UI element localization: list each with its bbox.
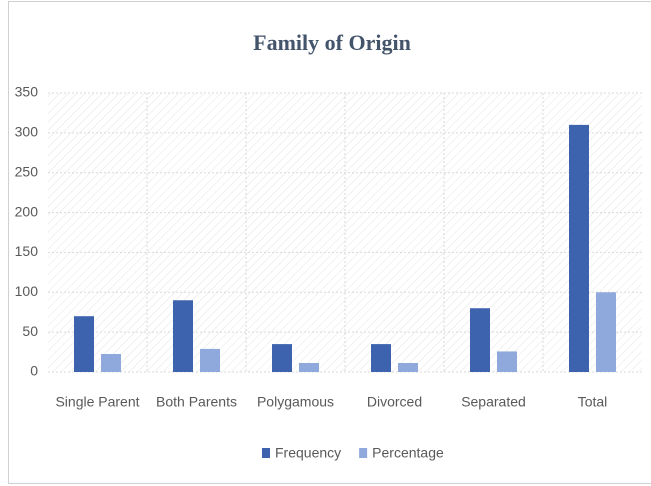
legend-swatch: [262, 448, 270, 458]
bar: [200, 348, 220, 372]
bar: [470, 308, 490, 372]
y-tick-label: 150: [15, 243, 39, 259]
bar: [173, 300, 193, 372]
y-tick-label: 0: [30, 363, 38, 379]
x-tick-label: Separated: [461, 394, 526, 410]
x-tick-label: Both Parents: [156, 394, 237, 410]
bar: [371, 344, 391, 372]
bar: [596, 292, 616, 372]
legend-label: Percentage: [372, 445, 444, 461]
bar: [497, 351, 517, 372]
bar: [272, 344, 292, 372]
y-tick-label: 100: [15, 283, 39, 299]
bar: [569, 124, 589, 372]
y-tick-label: 350: [15, 84, 39, 100]
y-tick-label: 250: [15, 163, 39, 179]
legend-swatch: [359, 448, 368, 458]
y-tick-label: 300: [15, 124, 39, 140]
bar: [101, 353, 121, 372]
x-tick-label: Polygamous: [257, 394, 334, 410]
bar: [74, 316, 94, 372]
y-tick-label: 50: [22, 323, 38, 339]
chart-title: Family of Origin: [253, 30, 411, 55]
x-tick-label: Single Parent: [55, 394, 139, 410]
bar: [398, 362, 418, 372]
bar: [299, 362, 319, 372]
y-tick-label: 200: [15, 203, 39, 219]
legend-label: Frequency: [275, 445, 341, 461]
x-tick-label: Divorced: [367, 394, 422, 410]
x-tick-label: Total: [578, 394, 608, 410]
